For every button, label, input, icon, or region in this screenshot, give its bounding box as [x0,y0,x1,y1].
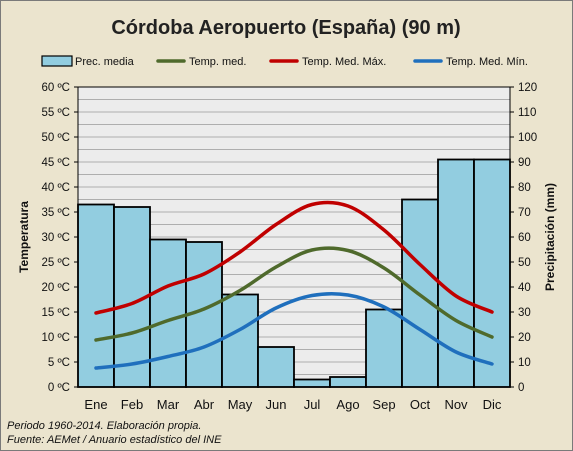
y2-tick-label: 40 [518,282,531,294]
y-tick-label: 0 ºC [48,382,70,394]
x-tick-label: May [228,397,253,412]
x-tick-label: Mar [157,397,180,412]
y2-tick-label: 50 [518,257,531,269]
precip-bar [221,293,259,388]
precip-bar [365,308,403,388]
lines-layer [94,200,494,370]
precip-bar [293,378,331,388]
y2-tick-label: 90 [518,157,531,169]
y-tick-label: 50 ºC [42,132,71,144]
y2-tick-label: 70 [518,207,531,219]
y-tick-label: 40 ºC [42,182,71,194]
chart-title: Córdoba Aeropuerto (España) (90 m) [111,17,460,39]
y2-tick-label: 60 [518,232,531,244]
y2-tick-label: 80 [518,182,531,194]
x-tick-label: Abr [194,397,215,412]
y-tick-label: 55 ºC [42,107,71,119]
precip-bar [149,238,187,388]
y2-tick-label: 100 [518,132,537,144]
y2-tick-label: 120 [518,82,537,94]
y2-tick-label: 0 [518,382,524,394]
x-tick-label: Dic [483,397,502,412]
x-tick-label: Ene [84,397,107,412]
x-tick-label: Oct [410,397,431,412]
x-tick-label: Jul [304,397,321,412]
y-axis-title: Temperatura [17,201,31,273]
y2-tick-label: 110 [518,107,536,119]
legend-swatch-bar [41,55,73,67]
series-line-1 [94,246,494,342]
footer-source: Fuente: AEMet / Anuario estadístico del … [7,434,222,446]
y-tick-label: 30 ºC [42,232,71,244]
y2-tick-label: 30 [518,307,531,319]
y-tick-label: 45 ºC [42,157,71,169]
legend-label: Temp. Med. Mín. [446,56,528,68]
x-axis-ticks: Ene Feb Mar Abr May Jun Jul Ago Sep Oct Nov Dic [84,397,501,412]
y2-axis-title: Precipitación (mm) [543,183,557,291]
y2-tick-label: 10 [518,357,531,369]
y-axis-ticks: 0 ºC 5 ºC 10 ºC 15 ºC 20 ºC 25 ºC 30 ºC 35 ºC 40… [42,82,78,394]
precip-bar [329,376,367,388]
legend-label: Temp. med. [189,56,246,68]
y2-axis-ticks: 0 10 20 30 40 50 60 70 80 90 100 110 120 [510,82,537,394]
x-tick-label: Sep [372,397,395,412]
legend-label: Temp. Med. Máx. [302,56,386,68]
y-tick-label: 60 ºC [42,82,71,94]
x-tick-label: Ago [336,397,359,412]
precip-bar [257,346,295,388]
legend-label: Prec. media [75,56,135,68]
series-line-3 [94,291,494,370]
precip-bar [77,203,115,388]
y-tick-label: 25 ºC [42,257,71,269]
y-tick-label: 20 ºC [42,282,71,294]
series-line-2 [94,200,494,315]
precip-bar [473,158,511,388]
x-tick-label: Nov [444,397,468,412]
y-tick-label: 5 ºC [48,357,70,369]
legend: Prec. media Temp. med. Temp. Med. Máx. Temp… [41,55,528,68]
footer-period: Periodo 1960-2014. Elaboración propia. [7,420,201,432]
bars-layer [77,158,511,388]
x-tick-label: Feb [121,397,143,412]
y-tick-label: 35 ºC [42,207,71,219]
y2-tick-label: 20 [518,332,531,344]
y-tick-label: 10 ºC [42,332,71,344]
y-tick-label: 15 ºC [42,307,71,319]
x-tick-label: Jun [266,397,287,412]
